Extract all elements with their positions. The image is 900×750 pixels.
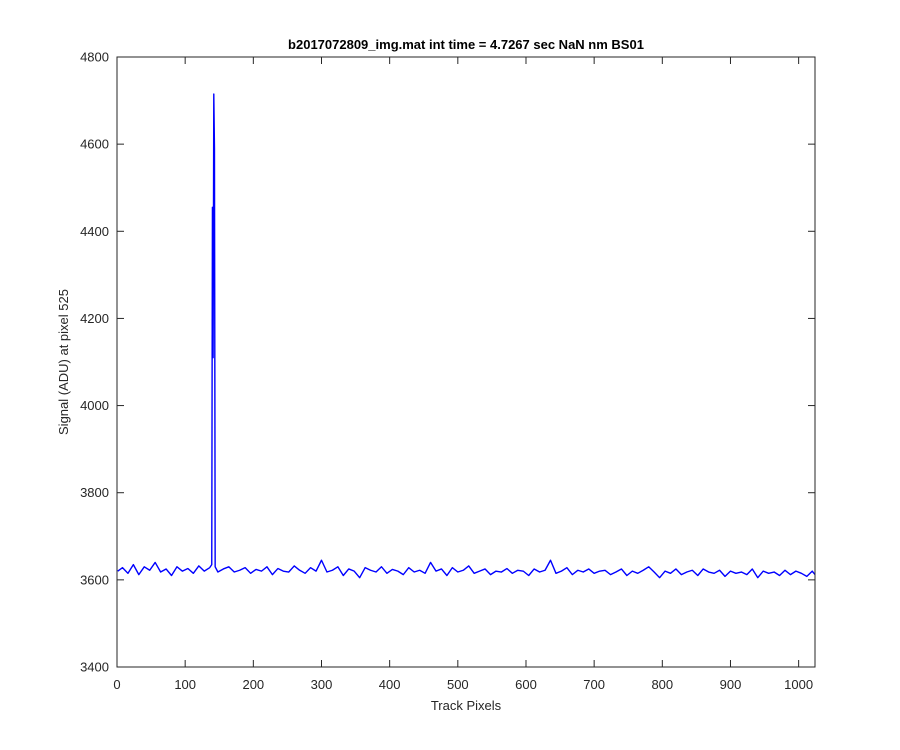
axes-box: [116, 56, 816, 668]
y-tick-label: 3800: [80, 485, 109, 500]
x-tick-label: 100: [174, 677, 196, 692]
x-tick-label: 500: [447, 677, 469, 692]
x-tick-label: 400: [379, 677, 401, 692]
x-tick-label: 700: [583, 677, 605, 692]
x-tick-label: 900: [720, 677, 742, 692]
chart-title: b2017072809_img.mat int time = 4.7267 se…: [288, 37, 644, 52]
x-tick-label: 0: [113, 677, 120, 692]
y-tick-label: 3600: [80, 572, 109, 587]
y-tick-label: 4400: [80, 224, 109, 239]
x-tick-label: 600: [515, 677, 537, 692]
y-tick-label: 4600: [80, 137, 109, 152]
x-tick-label: 200: [242, 677, 264, 692]
x-tick-label: 1000: [784, 677, 813, 692]
y-tick-label: 3400: [80, 660, 109, 675]
y-tick-label: 4800: [80, 50, 109, 65]
y-axis-label: Signal (ADU) at pixel 525: [56, 289, 71, 435]
y-tick-label: 4000: [80, 398, 109, 413]
x-tick-label: 800: [651, 677, 673, 692]
x-axis-label: Track Pixels: [431, 698, 502, 713]
y-tick-label: 4200: [80, 311, 109, 326]
data-line: [117, 93, 816, 579]
x-tick-label: 300: [311, 677, 333, 692]
